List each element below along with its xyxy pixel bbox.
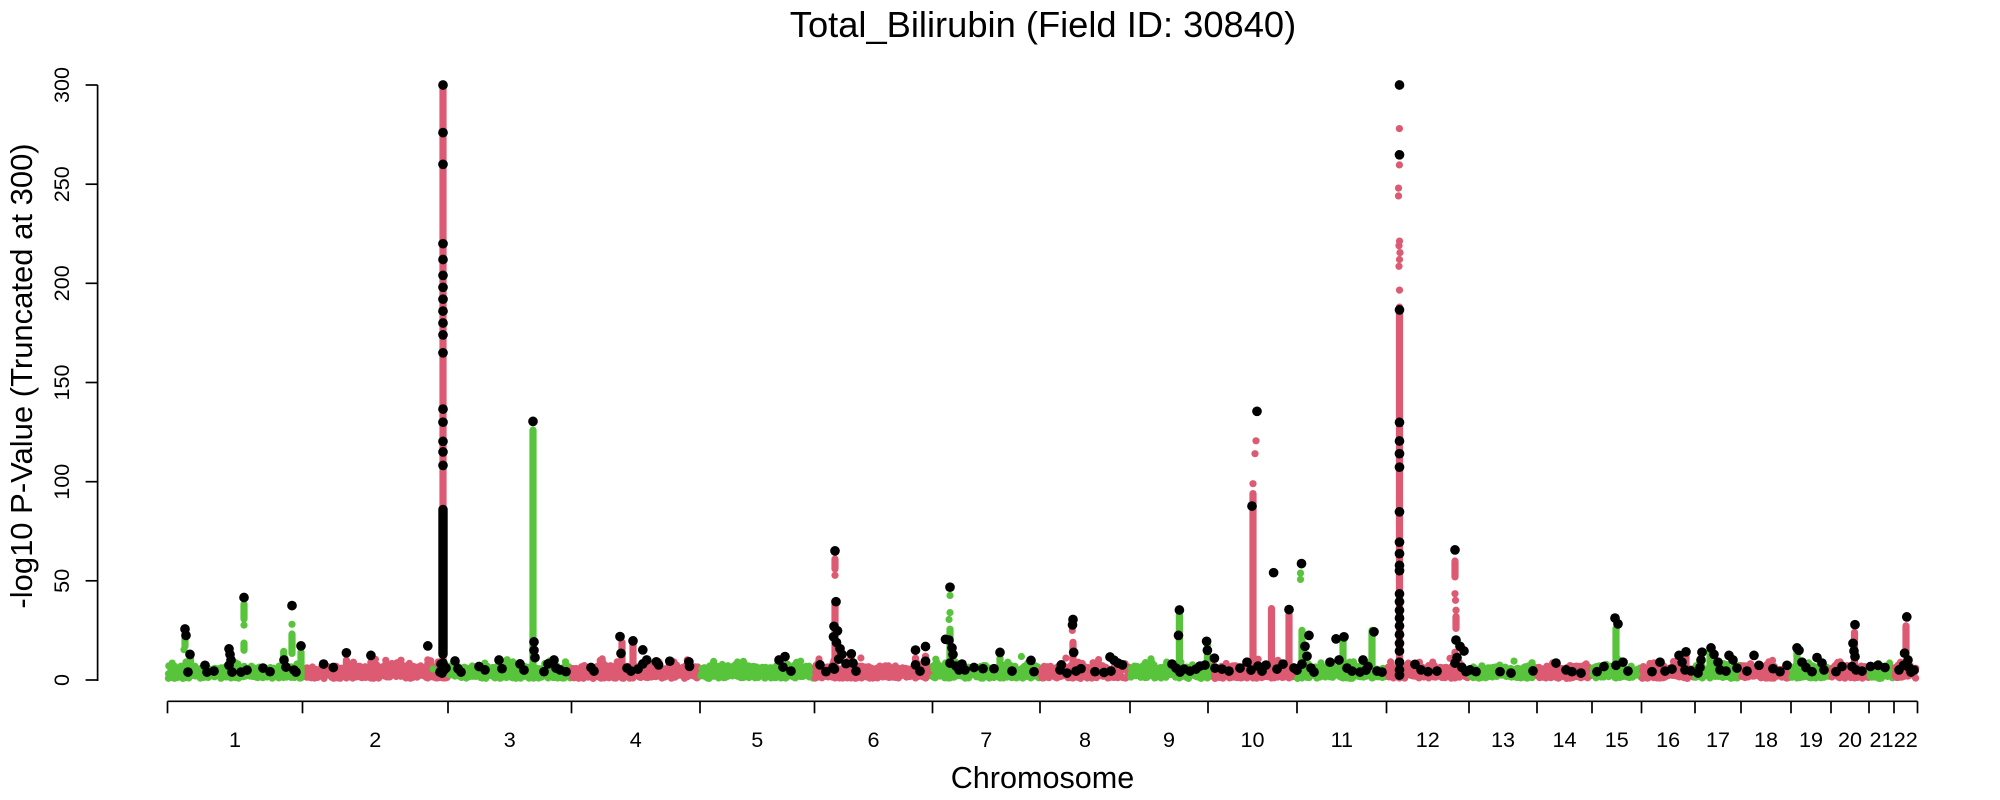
svg-text:1: 1: [229, 727, 241, 752]
svg-text:150: 150: [49, 364, 74, 400]
svg-text:100: 100: [49, 464, 74, 500]
svg-text:22: 22: [1894, 727, 1918, 752]
svg-text:250: 250: [49, 166, 74, 202]
svg-text:21: 21: [1869, 727, 1893, 752]
svg-text:14: 14: [1552, 727, 1576, 752]
svg-text:200: 200: [49, 265, 74, 301]
svg-text:Chromosome: Chromosome: [951, 761, 1135, 795]
svg-text:13: 13: [1491, 727, 1515, 752]
svg-text:20: 20: [1838, 727, 1862, 752]
svg-text:19: 19: [1799, 727, 1823, 752]
svg-text:300: 300: [49, 67, 74, 103]
svg-text:2: 2: [369, 727, 381, 752]
svg-text:16: 16: [1656, 727, 1680, 752]
svg-text:4: 4: [630, 727, 642, 752]
svg-text:12: 12: [1416, 727, 1440, 752]
svg-text:3: 3: [504, 727, 516, 752]
svg-text:15: 15: [1605, 727, 1629, 752]
svg-text:0: 0: [49, 674, 74, 686]
svg-text:8: 8: [1079, 727, 1091, 752]
svg-text:7: 7: [980, 727, 992, 752]
svg-text:11: 11: [1331, 727, 1353, 752]
svg-text:Total_Bilirubin (Field ID: 308: Total_Bilirubin (Field ID: 30840): [790, 4, 1296, 45]
svg-text:10: 10: [1240, 727, 1264, 752]
svg-text:-log10 P-Value (Truncated at 3: -log10 P-Value (Truncated at 300): [4, 143, 39, 608]
svg-text:9: 9: [1163, 727, 1175, 752]
svg-text:5: 5: [751, 727, 763, 752]
svg-text:18: 18: [1754, 727, 1778, 752]
svg-text:6: 6: [867, 727, 879, 752]
svg-text:17: 17: [1706, 727, 1730, 752]
svg-text:50: 50: [49, 569, 74, 593]
